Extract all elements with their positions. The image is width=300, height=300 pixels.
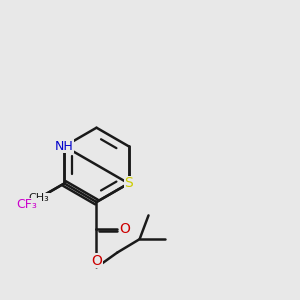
Text: S: S xyxy=(124,176,133,190)
Text: CH₃: CH₃ xyxy=(28,193,49,203)
Text: O: O xyxy=(119,222,130,236)
Text: NH: NH xyxy=(55,140,74,153)
Text: O: O xyxy=(91,254,102,268)
Text: CF₃: CF₃ xyxy=(16,199,38,212)
